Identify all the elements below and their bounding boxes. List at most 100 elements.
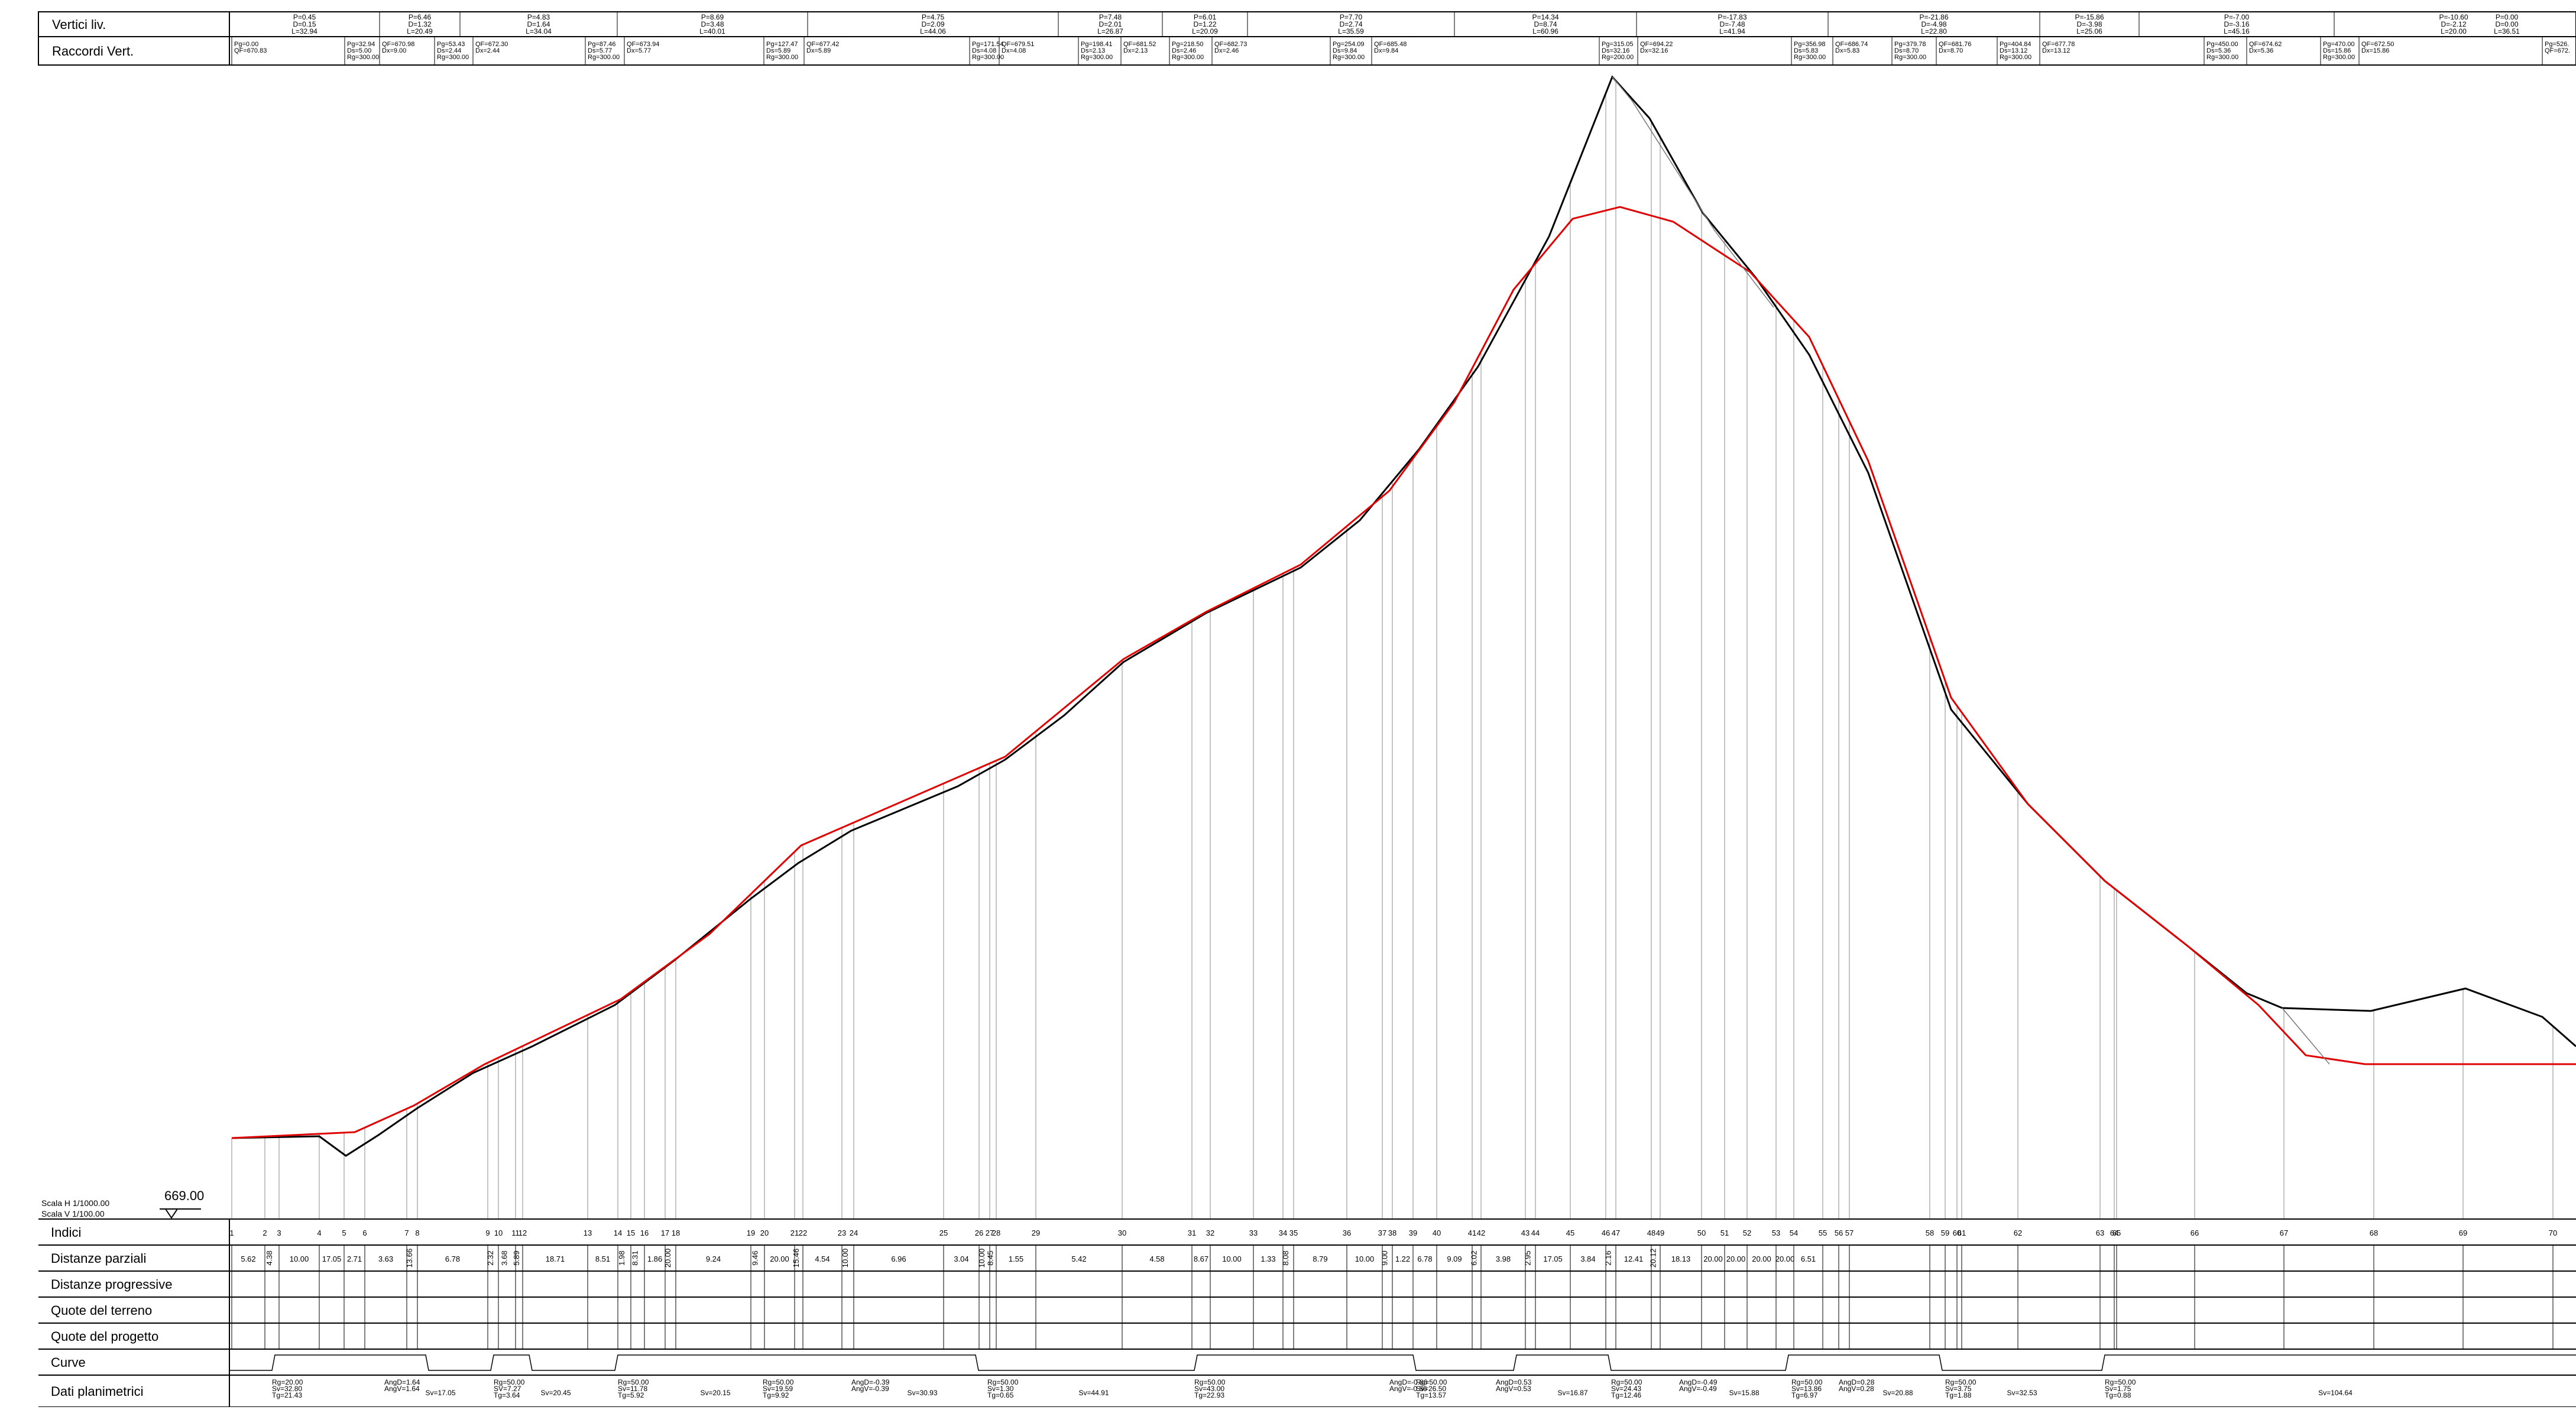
- planimetric-value: Sv=17.05: [425, 1389, 455, 1397]
- vertici-value: L=26.87: [1097, 27, 1123, 35]
- vertici-value: L=44.06: [920, 27, 946, 35]
- station-index: 54: [1790, 1229, 1798, 1237]
- raccordi-value: Rg=200.00: [1602, 54, 1634, 61]
- partial-distance: 10.00: [1355, 1255, 1375, 1263]
- vertici-value: P=-21.86: [1919, 13, 1948, 21]
- partial-distance: 17.05: [322, 1255, 342, 1263]
- vertici-value: L=20.00: [2441, 27, 2467, 35]
- raccordi-value: Pg=0.00: [234, 41, 258, 48]
- planimetric-value: Tg=12.46: [1611, 1391, 1641, 1399]
- raccordi-value: Dx=15.86: [2361, 47, 2389, 54]
- raccordi-value: Ds=13.12: [2000, 47, 2027, 54]
- station-index: 63: [2096, 1229, 2104, 1237]
- station-index: 47: [1612, 1229, 1620, 1237]
- raccordi-value: Ds=8.70: [1894, 47, 1919, 54]
- raccordi-value: Dx=2.13: [1123, 47, 1148, 54]
- station-index: 25: [939, 1229, 948, 1237]
- scale-info: Scala H 1/1000.00 Scala V 1/100.00 669.0…: [41, 1188, 204, 1219]
- station-index: 11: [511, 1229, 520, 1237]
- station-index: 26: [975, 1229, 983, 1237]
- partial-distance: 5.89: [512, 1250, 521, 1265]
- vertici-value: L=20.49: [407, 27, 433, 35]
- station-index: 65: [2112, 1229, 2121, 1237]
- station-index: 12: [519, 1229, 527, 1237]
- raccordi-value: Pg=127.47: [766, 41, 798, 48]
- raccordi-value: Pg=171.54: [972, 41, 1004, 48]
- planimetric-value: Rg=50.00: [763, 1378, 794, 1386]
- planimetric-value: AngV=1.64: [384, 1385, 420, 1393]
- raccordi-value: QF=677.42: [806, 41, 839, 48]
- vertici-value: P=14.34: [1532, 13, 1558, 21]
- vertici-value: D=3.48: [701, 20, 724, 28]
- station-index: 42: [1477, 1229, 1485, 1237]
- raccordi-value: QF=674.62: [2249, 41, 2282, 48]
- station-index: 50: [1697, 1229, 1706, 1237]
- partial-distance: 1.55: [1009, 1255, 1023, 1263]
- planimetric-value: Tg=6.97: [1791, 1391, 1818, 1399]
- planimetric-value: Rg=50.00: [1791, 1378, 1823, 1386]
- planimetric-value: AngD=-0.49: [1679, 1378, 1718, 1386]
- planimetric-value: Sv=20.15: [700, 1389, 730, 1397]
- partial-distance: 6.78: [1417, 1255, 1432, 1263]
- bottom-row-label: Distanze progressive: [51, 1277, 172, 1292]
- planimetric-value: Sv=26.50: [1416, 1385, 1446, 1393]
- planimetric-value: AngD=-0.39: [851, 1378, 890, 1386]
- partial-distance: 20.00: [1726, 1255, 1746, 1263]
- raccordi-value: Rg=300.00: [2000, 54, 2031, 61]
- vertici-value: D=-7.48: [1719, 20, 1745, 28]
- station-index: 55: [1819, 1229, 1827, 1237]
- raccordi-value: QF=694.22: [1640, 41, 1673, 48]
- tangent-line: [1612, 76, 1774, 308]
- raccordi-value: QF=681.76: [1939, 41, 1971, 48]
- raccordi-value: QF=677.78: [2042, 41, 2075, 48]
- raccordi-value: Dx=2.46: [1214, 47, 1239, 54]
- raccordi-value: QF=686.74: [1835, 41, 1868, 48]
- planimetric-value: Tg=5.92: [618, 1391, 644, 1399]
- partial-distance: 10.00: [977, 1249, 986, 1268]
- bottom-row-label: Curve: [51, 1355, 86, 1370]
- raccordi-value: Pg=379.78: [1894, 41, 1926, 48]
- partial-distance: 17.05: [1543, 1255, 1563, 1263]
- planimetric-value: Tg=0.65: [987, 1391, 1014, 1399]
- station-index: 44: [1531, 1229, 1540, 1237]
- vertici-value: D=1.32: [408, 20, 431, 28]
- vertici-value: L=32.94: [291, 27, 317, 35]
- vertici-value: P=4.83: [527, 13, 550, 21]
- vertici-value: P=0.00: [2496, 13, 2519, 21]
- raccordi-value: Ds=2.46: [1172, 47, 1196, 54]
- planimetric-value: Sv=32.80: [272, 1385, 302, 1393]
- station-index: 58: [1926, 1229, 1934, 1237]
- datum-label: 669.00: [164, 1188, 204, 1203]
- raccordi-value: Rg=300.00: [437, 54, 469, 61]
- raccordi-value: Pg=32.94: [347, 41, 375, 48]
- planimetric-value: AngV=0.53: [1496, 1385, 1531, 1393]
- station-grid-lines: [231, 80, 2554, 1219]
- raccordi-value: QF=672.: [2545, 47, 2570, 54]
- raccordi-value: Pg=218.50: [1172, 41, 1204, 48]
- vertici-value: L=22.80: [1921, 27, 1947, 35]
- partial-distance: 8.45: [986, 1250, 995, 1265]
- vertici-value: P=4.75: [922, 13, 945, 21]
- partial-distance: 8.51: [595, 1255, 610, 1263]
- raccordi-value: QF=682.73: [1214, 41, 1247, 48]
- station-index: 37: [1378, 1229, 1386, 1237]
- partial-distance: 8.79: [1313, 1255, 1327, 1263]
- station-index: 32: [1206, 1229, 1214, 1237]
- station-index: 51: [1720, 1229, 1729, 1237]
- planimetric-value: Rg=50.00: [2105, 1378, 2136, 1386]
- station-index: 27: [986, 1229, 994, 1237]
- partial-distance: 1.86: [647, 1255, 662, 1263]
- partial-distance: 13.66: [405, 1249, 414, 1268]
- partial-distance: 4.38: [265, 1250, 274, 1265]
- partial-distance: 3.04: [954, 1255, 968, 1263]
- planimetric-value: Tg=0.88: [2105, 1391, 2131, 1399]
- partial-distance: 3.68: [500, 1250, 509, 1265]
- partial-distance: 5.62: [241, 1255, 255, 1263]
- raccordi-value: Ds=2.13: [1081, 47, 1105, 54]
- station-index: 1: [229, 1229, 234, 1237]
- station-index: 30: [1118, 1229, 1126, 1237]
- station-index: 56: [1835, 1229, 1843, 1237]
- partial-distance: 4.58: [1149, 1255, 1164, 1263]
- header-row-label: Vertici liv.: [52, 17, 106, 32]
